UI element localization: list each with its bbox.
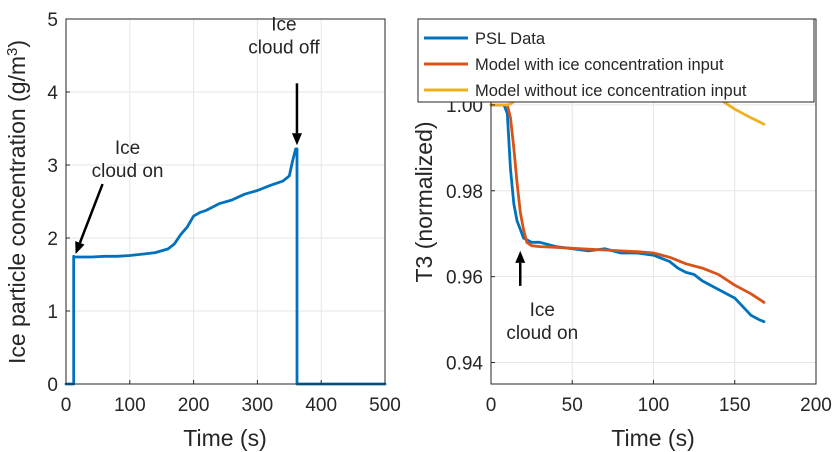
series-line-model-with-ice-concentration-input	[489, 103, 766, 304]
y-tick-label: 0.96	[446, 268, 483, 289]
annotation-arrow-head	[515, 250, 526, 263]
x-axis-label-left: Time (s)	[183, 425, 266, 451]
ticks-left: 0 100 200 300 400 500 0 1 2 3 4 5	[47, 10, 400, 416]
x-tick-label: 0	[486, 395, 497, 416]
x-tick-label: 200	[800, 395, 832, 416]
grid-left	[65, 18, 386, 385]
legend-items: PSL Data Model with ice concentration inp…	[424, 30, 747, 100]
y-tick-label: 3	[47, 156, 58, 177]
series-left	[64, 147, 387, 386]
y-tick-label: 4	[47, 83, 58, 104]
x-tick-label: 200	[178, 395, 210, 416]
x-tick-label: 100	[114, 395, 146, 416]
legend-box	[417, 18, 815, 103]
legend: PSL Data Model with ice concentration inp…	[417, 18, 815, 103]
y-tick-label: 0.94	[446, 354, 483, 375]
y-tick-label: 5	[47, 10, 58, 31]
x-tick-label: 300	[242, 395, 274, 416]
legend-label: Model without ice concentration input	[475, 82, 747, 100]
y-tick-label: 2	[47, 229, 58, 250]
axes-box-left	[65, 18, 386, 385]
annotation-text-line2: cloud on	[92, 161, 164, 182]
x-axis-label-right: Time (s)	[611, 425, 694, 451]
annotation-text-line1: Ice	[271, 14, 296, 35]
annotation-text-line2: cloud off	[248, 37, 320, 58]
annotation-arrow-head	[291, 133, 302, 146]
y-tick-label: 0	[47, 375, 58, 396]
x-tick-label: 500	[369, 395, 401, 416]
x-tick-label: 150	[719, 395, 751, 416]
chart-ice-concentration: 0 100 200 300 400 500 0 1 2 3 4 5 Time (s) Ice part…	[4, 10, 401, 451]
annotation-arrow-line	[78, 183, 104, 244]
legend-label: PSL Data	[475, 30, 546, 48]
y-tick-label: 1	[47, 302, 58, 323]
annotation-text-line1: Ice	[530, 300, 555, 321]
x-tick-label: 100	[638, 395, 670, 416]
y-axis-label-left: Ice particle concentration (g/m3)	[4, 40, 31, 364]
series-line-0-0	[64, 147, 387, 386]
y-tick-label: 0.98	[446, 182, 483, 203]
annotation-text-line1: Ice	[115, 138, 140, 159]
x-tick-label: 400	[305, 395, 337, 416]
x-tick-label: 50	[562, 395, 583, 416]
annotation-arrow-head	[75, 241, 85, 255]
legend-label: Model with ice concentration input	[475, 56, 724, 74]
annotation-text-line2: cloud on	[506, 323, 578, 344]
x-tick-label: 0	[61, 395, 72, 416]
y-axis-label-right: T3 (normalized)	[411, 121, 437, 282]
